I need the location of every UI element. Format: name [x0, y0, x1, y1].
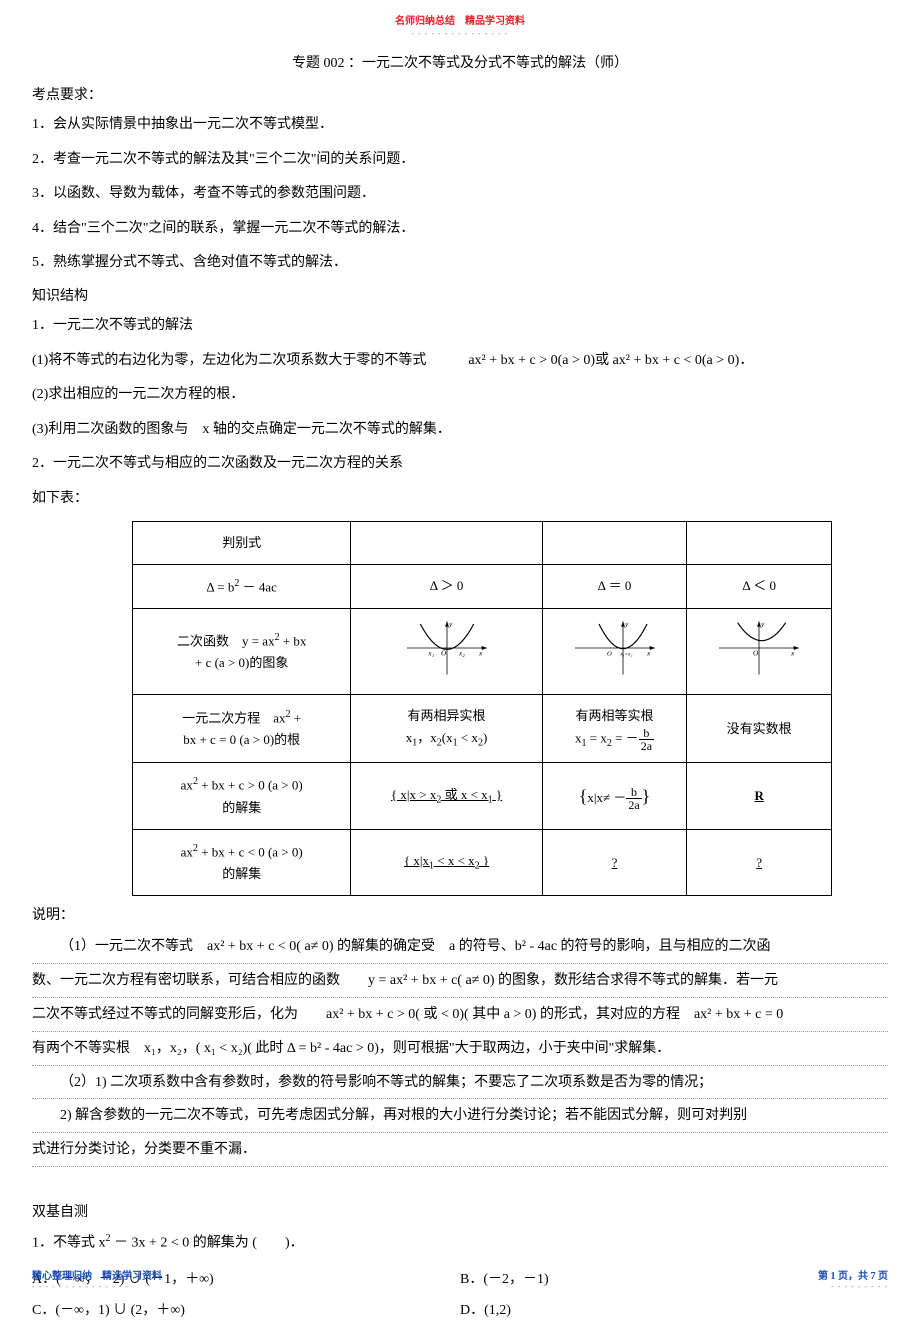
struct-1: 1．一元二次不等式的解法 [32, 313, 888, 340]
page-footer: 精心整理归纳 精选学习资料 - - - - - - - - - - - - - … [32, 1267, 888, 1291]
struct-3: (2)求出相应的一元二次方程的根． [32, 382, 888, 409]
th-discriminant: 判别式 [133, 521, 351, 564]
explain-5: （2）1) 二次项系数中含有参数时，参数的符号影响不等式的解集；不要忘了二次项系… [32, 1068, 888, 1100]
eq-one-root: 有两相等实根x1 = x2 = －b2a [542, 695, 687, 763]
point-1: 1．会从实际情景中抽象出一元二次不等式模型． [32, 112, 888, 139]
point-2: 2．考查一元二次不等式的解法及其"三个二次"间的关系问题． [32, 147, 888, 174]
th-blank2 [542, 521, 687, 564]
th-blank1 [351, 521, 542, 564]
explain-block: （1）一元二次不等式 ax² + bx + c < 0( a≠ 0) 的解集的确… [32, 932, 888, 1167]
lt-row-label: ax2 + bx + c < 0 (a > 0)的解集 [133, 829, 351, 896]
delta-eq0: Δ ＝ 0 [542, 564, 687, 608]
lt-one: ? [542, 829, 687, 896]
svg-text:O: O [441, 648, 447, 657]
svg-text:y: y [760, 620, 765, 629]
explain-4: 有两个不等实根 x₁，x₂，( x₁ < x₂)( 此时 Δ = b² - 4a… [32, 1034, 888, 1066]
q1: 1．不等式 x2 － 3x + 2 < 0 的解集为 ( )． [32, 1229, 888, 1257]
explain-6: 2) 解含参数的一元二次不等式，可先考虑因式分解，再对根的大小进行分类讨论；若不… [32, 1101, 888, 1133]
struct-4: (3)利用二次函数的图象与 x 轴的交点确定一元二次不等式的解集． [32, 417, 888, 444]
structure-label: 知识结构 [32, 285, 888, 305]
eq-no-root: 没有实数根 [687, 695, 832, 763]
func-row-label: 二次函数 y = ax2 + bx+ c (a > 0)的图象 [133, 609, 351, 695]
eq-two-roots: 有两相异实根x1，x2(x1 < x2) [351, 695, 542, 763]
point-3: 3．以函数、导数为载体，考查不等式的参数范围问题． [32, 181, 888, 208]
svg-text:O: O [753, 648, 759, 657]
opt-d: D．(1,2) [460, 1296, 888, 1327]
delta-gt0: Δ ＞ 0 [351, 564, 542, 608]
point-4: 4．结合"三个二次"之间的联系，掌握一元二次不等式的解法． [32, 216, 888, 243]
opt-c: C．(－∞，1) ∪ (2，＋∞) [32, 1296, 460, 1327]
svg-text:y: y [624, 620, 629, 629]
svg-text:x: x [478, 648, 483, 657]
footer-right: 第 1 页，共 7 页 - - - - - - - - - [818, 1267, 888, 1291]
svg-text:x: x [790, 648, 795, 657]
graph-one-root: O x₁=x₂ y x [542, 609, 687, 695]
svg-text:x: x [646, 648, 651, 657]
doc-title: 专题 002 ：一元二次不等式及分式不等式的解法（师） [32, 52, 888, 72]
footer-left-text: 精心整理归纳 精选学习资料 [32, 1267, 162, 1282]
gt-one: {x|x≠ －b2a} [542, 763, 687, 830]
graph-two-roots: x₁ x₂ O y x [351, 609, 542, 695]
gt-two: { x|x > x2 或 x < x1 } [351, 763, 542, 830]
selftest-label: 双基自测 [32, 1201, 888, 1221]
lt-two: { x|x1 < x < x2 } [351, 829, 542, 896]
relation-table: 判别式 Δ = b2 － 4ac Δ ＞ 0 Δ ＝ 0 Δ ＜ 0 二次函数 … [132, 521, 832, 897]
delta-lt0: Δ ＜ 0 [687, 564, 832, 608]
svg-text:x₂: x₂ [458, 648, 465, 657]
footer-right-text: 第 1 页，共 7 页 [818, 1267, 888, 1282]
svg-text:x₁: x₁ [427, 648, 434, 657]
points-label: 考点要求： [32, 84, 888, 104]
explain-1: （1）一元二次不等式 ax² + bx + c < 0( a≠ 0) 的解集的确… [32, 932, 888, 964]
eq-row-label: 一元二次方程 ax2 +bx + c = 0 (a > 0)的根 [133, 695, 351, 763]
explain-7: 式进行分类讨论，分类要不重不漏． [32, 1135, 888, 1167]
gt-row-label: ax2 + bx + c > 0 (a > 0)的解集 [133, 763, 351, 830]
explain-label: 说明： [32, 904, 888, 924]
header-title: 名师归纳总结 精品学习资料 [32, 12, 888, 27]
header-dashes: - - - - - - - - - - - - - - - [32, 29, 888, 38]
footer-left-dashes: - - - - - - - - - - - - - - - [32, 1282, 162, 1291]
footer-right-dashes: - - - - - - - - - [818, 1282, 888, 1291]
explain-2: 数、一元二次方程有密切联系，可结合相应的函数 y = ax² + bx + c(… [32, 966, 888, 998]
svg-text:O: O [607, 650, 612, 657]
page-header: 名师归纳总结 精品学习资料 - - - - - - - - - - - - - … [32, 12, 888, 38]
struct-6: 如下表： [32, 486, 888, 513]
struct-5: 2．一元二次不等式与相应的二次函数及一元二次方程的关系 [32, 451, 888, 478]
gt-none: R [687, 763, 832, 830]
delta-formula: Δ = b2 － 4ac [133, 564, 351, 608]
point-5: 5．熟练掌握分式不等式、含绝对值不等式的解法． [32, 250, 888, 277]
lt-none: ? [687, 829, 832, 896]
footer-left: 精心整理归纳 精选学习资料 - - - - - - - - - - - - - … [32, 1267, 162, 1291]
svg-text:x₁=x₂: x₁=x₂ [619, 651, 632, 657]
graph-no-root: O y x [687, 609, 832, 695]
svg-text:y: y [448, 620, 453, 629]
explain-3: 二次不等式经过不等式的同解变形后，化为 ax² + bx + c > 0( 或 … [32, 1000, 888, 1032]
th-blank3 [687, 521, 832, 564]
struct-2: (1)将不等式的右边化为零，左边化为二次项系数大于零的不等式 ax² + bx … [32, 348, 888, 375]
